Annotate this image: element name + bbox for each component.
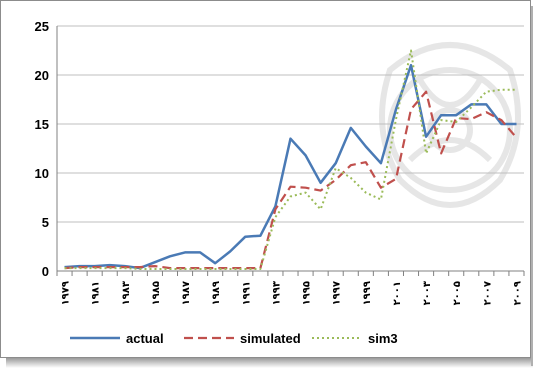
x-tick-label: ۱۹۸۳ bbox=[121, 281, 132, 305]
chart-frame bbox=[0, 0, 531, 358]
frame-shadow-right bbox=[531, 6, 533, 366]
y-tick-label: 0 bbox=[42, 264, 49, 279]
x-tick-label: ۲۰۰۳ bbox=[422, 281, 433, 305]
x-tick-label: ۲۰۰۱ bbox=[392, 281, 403, 305]
x-tick-label: ۱۹۸۱ bbox=[91, 281, 102, 305]
x-tick-label: ۲۰۰۹ bbox=[512, 281, 523, 305]
series-line-sim3 bbox=[64, 49, 517, 270]
x-tick-label: ۱۹۹۳ bbox=[271, 281, 282, 305]
x-tick-label: ۱۹۹۷ bbox=[332, 281, 343, 305]
x-tick-label: ۱۹۹۹ bbox=[362, 281, 373, 305]
series-lines bbox=[64, 49, 518, 270]
legend-label-actual: actual bbox=[126, 331, 164, 346]
x-axis-ticks: ۱۹۷۹ ۱۹۸۱ ۱۹۸۳ ۱۹۸۵ ۱۹۸۷ ۱۹۸۹ ۱۹۹۱ ۱۹۹۳ ۱۹۹۵ ۱۹۹۷… bbox=[61, 281, 524, 305]
x-tick-label: ۲۰۰۷ bbox=[482, 281, 493, 305]
y-tick-label: 20 bbox=[35, 68, 49, 83]
x-tick-label: ۱۹۸۹ bbox=[211, 281, 222, 305]
frame-shadow bbox=[6, 358, 533, 368]
y-tick-label: 25 bbox=[35, 19, 49, 34]
x-tick-label: ۱۹۸۵ bbox=[151, 281, 162, 305]
legend-label-sim3: sim3 bbox=[368, 331, 398, 346]
x-tick-label: ۲۰۰۵ bbox=[452, 281, 463, 305]
x-tick-label: ۱۹۸۷ bbox=[181, 281, 192, 305]
x-tick-label: ۱۹۹۵ bbox=[302, 281, 313, 305]
y-tick-label: 5 bbox=[42, 215, 49, 230]
x-tick-label: ۱۹۷۹ bbox=[61, 281, 72, 305]
series-line-simulated bbox=[64, 90, 518, 270]
y-tick-label: 15 bbox=[35, 117, 49, 132]
series-line-actual bbox=[64, 63, 517, 270]
y-axis-ticks: 0 5 10 15 20 25 bbox=[35, 19, 49, 279]
gridlines bbox=[57, 25, 524, 223]
x-tick-label: ۱۹۹۱ bbox=[241, 281, 252, 305]
legend-label-simulated: simulated bbox=[240, 331, 301, 346]
legend: actual simulated sim3 bbox=[70, 331, 398, 346]
y-tick-label: 10 bbox=[35, 166, 49, 181]
axes bbox=[56, 26, 525, 276]
